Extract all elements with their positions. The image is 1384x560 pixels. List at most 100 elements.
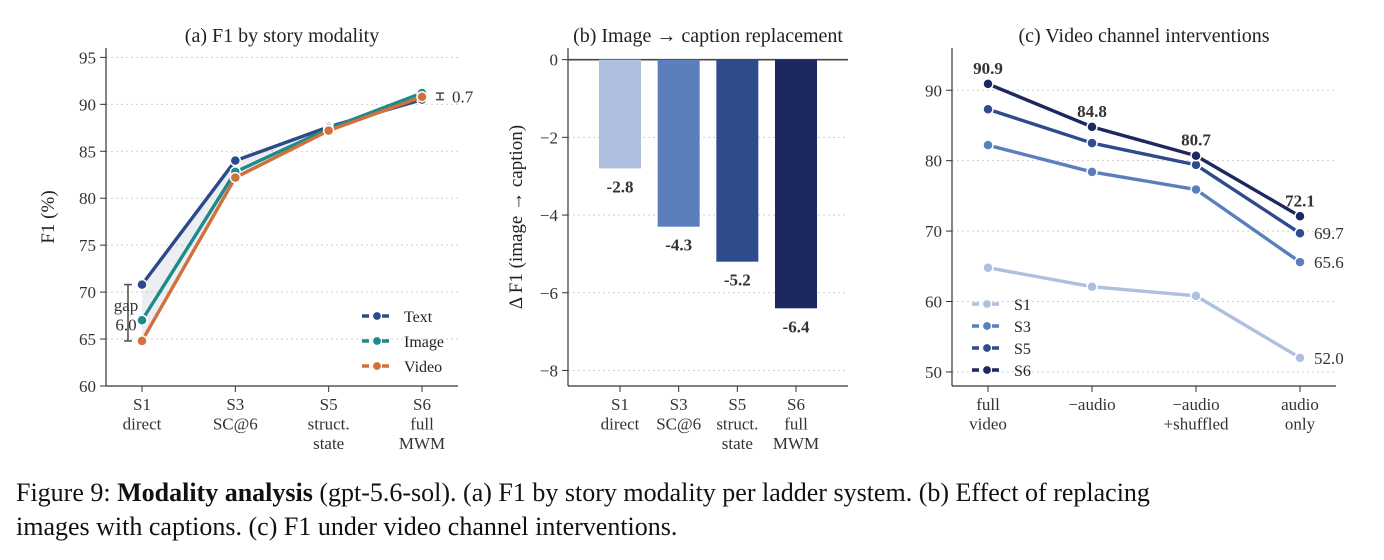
figure-canvas: (a) F1 by story modality 60 65 70 75 80 85 90 95… — [38, 25, 1344, 453]
x-tick-label: S6 full MWM — [773, 395, 819, 453]
data-point — [136, 335, 148, 347]
legend-label: Video — [404, 359, 442, 376]
point-label: 69.7 — [1314, 224, 1344, 243]
data-point — [982, 139, 994, 151]
data-point — [1190, 149, 1202, 162]
y-tick-label: 60 — [925, 293, 942, 312]
data-point — [1294, 210, 1306, 223]
gap-shading — [142, 96, 422, 341]
annotation-label: 0.7 — [452, 87, 474, 106]
caption-prefix: Figure 9: — [16, 478, 118, 507]
legend-label: S5 — [1014, 341, 1031, 358]
legend-marker — [371, 335, 383, 347]
y-axis-label: Δ F1 (image → caption) — [506, 125, 527, 309]
data-point — [1294, 227, 1306, 239]
data-point — [1294, 256, 1306, 268]
y-tick-label: −8 — [540, 361, 558, 380]
y-tick-label: 85 — [79, 142, 96, 161]
y-tick-label: −4 — [540, 206, 559, 225]
point-label: 90.9 — [973, 59, 1003, 78]
x-tick-label: full video — [969, 395, 1007, 434]
data-point — [229, 171, 242, 184]
series-line-s3 — [987, 143, 1301, 264]
data-point — [982, 261, 994, 274]
data-point — [1294, 352, 1306, 364]
legend-label: S1 — [1014, 297, 1031, 314]
x-tick-label: −audio +shuffled — [1164, 395, 1229, 434]
x-tick-label: audio only — [1281, 395, 1319, 434]
caption-bold: Modality analysis — [117, 478, 313, 507]
chart-panel-1: (a) F1 by story modality 60 65 70 75 80 85 90 95… — [38, 25, 474, 453]
x-tick-label: S1 direct — [601, 395, 640, 434]
x-tick-label: −audio — [1068, 395, 1115, 414]
chart-title: (c) Video channel interventions — [1018, 25, 1269, 47]
chart-panel-2: (b) Image → caption replacement 0 −2 −4 −6 −8… — [506, 25, 848, 453]
caption-rest: (gpt-5.6-sol). (a) F1 by story modality … — [312, 478, 1150, 507]
legend-marker — [981, 320, 993, 332]
data-point — [1086, 137, 1098, 149]
y-tick-label: 65 — [79, 330, 96, 349]
series-line-s6 — [987, 82, 1301, 218]
bar-value-label: -5.2 — [724, 271, 751, 290]
bar — [775, 59, 817, 309]
data-point — [982, 78, 994, 90]
data-point — [1086, 166, 1098, 178]
legend-label: S6 — [1014, 363, 1031, 380]
data-point — [136, 278, 148, 291]
bar — [716, 59, 759, 262]
point-label: 80.7 — [1181, 131, 1211, 150]
point-label: 52.0 — [1314, 349, 1344, 368]
bar — [599, 59, 641, 169]
x-tick-label: S3 SC@6 — [213, 395, 258, 434]
y-tick-label: −2 — [540, 128, 558, 147]
chart-panel-3: (c) Video channel interventions 50 60 70 80 9… — [925, 25, 1344, 434]
y-tick-label: −6 — [540, 284, 558, 303]
data-point — [416, 91, 428, 103]
annotation-label: gap 6.0 — [114, 296, 139, 335]
data-point — [229, 154, 242, 167]
data-point — [1086, 121, 1098, 133]
series-line-image — [140, 91, 423, 322]
series-line-video — [140, 95, 423, 342]
legend-marker — [981, 298, 993, 310]
series-line-s1 — [987, 266, 1301, 360]
data-point — [136, 314, 148, 327]
y-tick-label: 80 — [79, 189, 96, 208]
bar-value-label: -6.4 — [783, 317, 810, 336]
legend-marker — [981, 342, 993, 354]
y-tick-label: 95 — [79, 48, 96, 67]
x-tick-label: S5 struct. state — [308, 395, 350, 453]
data-point — [1086, 280, 1098, 293]
x-tick-label: S6 full MWM — [399, 395, 445, 453]
bar — [657, 59, 700, 227]
data-point — [322, 124, 335, 137]
figure-caption: Figure 9: Modality analysis (gpt-5.6-sol… — [16, 476, 1376, 544]
x-tick-label: S5 struct. state — [716, 395, 758, 453]
legend-marker — [371, 360, 383, 372]
point-label: 84.8 — [1077, 102, 1107, 121]
chart-title: (b) Image → caption replacement — [573, 25, 843, 47]
legend-marker — [371, 310, 383, 322]
legend-label: Text — [404, 309, 433, 326]
chart-title: (a) F1 by story modality — [185, 25, 379, 47]
x-tick-label: S1 direct — [123, 395, 162, 434]
legend-label: Image — [404, 334, 444, 351]
point-label: 65.6 — [1314, 253, 1344, 272]
series-line-s5 — [987, 107, 1301, 235]
y-axis-label: F1 (%) — [38, 190, 59, 243]
legend: S1 S3 S5 S6 — [972, 297, 1031, 380]
y-tick-label: 70 — [79, 283, 96, 302]
data-point — [1190, 183, 1202, 196]
legend-marker — [981, 364, 993, 376]
data-point — [982, 103, 994, 116]
y-tick-label: 0 — [550, 51, 559, 70]
y-tick-label: 90 — [79, 95, 96, 114]
x-tick-label: S3 SC@6 — [656, 395, 701, 434]
data-point — [1190, 290, 1202, 302]
bar-value-label: -4.3 — [665, 236, 692, 255]
bar-value-label: -2.8 — [607, 177, 634, 196]
y-tick-label: 50 — [925, 363, 942, 382]
legend: Text Image Video — [362, 309, 444, 376]
y-tick-label: 80 — [925, 152, 942, 171]
y-tick-label: 70 — [925, 222, 942, 241]
